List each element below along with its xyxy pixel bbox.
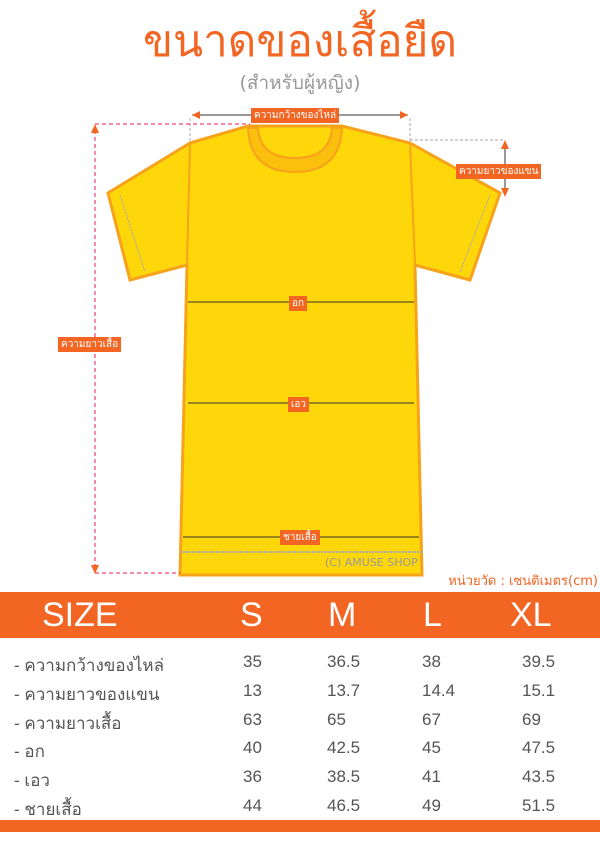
label-shirt-length: ความยาวเสื้อ <box>58 337 122 352</box>
row-value: 42.5 <box>327 738 361 758</box>
header-size: SIZE <box>42 596 118 634</box>
row-value: 36 <box>243 767 262 787</box>
unit-label: หน่วยวัด : เซนติเมตร(cm) <box>448 574 598 589</box>
row-value: 51.5 <box>522 796 556 815</box>
row-value: 13 <box>243 680 262 700</box>
row-label: - ความยาวเสื้อ <box>14 713 122 733</box>
row-value: 47.5 <box>522 738 556 758</box>
row-value: 39.5 <box>522 652 556 671</box>
table-row: - ชายเสื้อ 44 46.5 49 51.5 <box>0 794 600 822</box>
table-row: - ความกว้างของไหล่ 35 36.5 38 39.5 <box>0 650 600 678</box>
row-value: 45 <box>422 738 441 758</box>
row-value: 69 <box>522 709 541 729</box>
row-value: 49 <box>422 796 441 815</box>
row-label: - ความยาวของแขน <box>14 684 160 704</box>
row-value: 67 <box>422 709 441 729</box>
label-sleeve-length: ความยาวของแขน <box>456 164 542 179</box>
row-value: 43.5 <box>522 767 556 787</box>
row-value: 36.5 <box>327 652 361 671</box>
row-label: - ชายเสื้อ <box>14 800 82 819</box>
row-label: - อก <box>14 742 45 762</box>
header-xl: XL <box>510 596 552 634</box>
row-value: 13.7 <box>327 680 361 700</box>
table-row: - อก 40 42.5 45 47.5 <box>0 736 600 764</box>
row-value: 63 <box>243 709 262 729</box>
tshirt-diagram <box>91 111 509 577</box>
row-value: 35 <box>243 652 262 671</box>
table-row: - ความยาวเสื้อ 63 65 67 69 <box>0 708 600 736</box>
label-hem: ชายเสื้อ <box>280 530 320 545</box>
header-l: L <box>423 596 442 634</box>
row-label: - ความกว้างของไหล่ <box>14 656 165 675</box>
tshirt-collar <box>246 127 344 174</box>
row-value: 40 <box>243 738 262 758</box>
row-value: 15.1 <box>522 680 556 700</box>
label-shoulder-width: ความกว้างของไหล่ <box>251 108 340 123</box>
row-label: - เอว <box>14 771 50 791</box>
row-value: 46.5 <box>327 796 361 815</box>
size-table-header: SIZE S M L XL <box>0 592 600 638</box>
header-m: M <box>328 596 357 634</box>
tshirt-shape <box>106 124 502 577</box>
table-row: - ความยาวของแขน 13 13.7 14.4 15.1 <box>0 679 600 707</box>
watermark: (C) AMUSE SHOP <box>325 556 418 569</box>
header-s: S <box>240 596 263 634</box>
row-value: 65 <box>327 709 346 729</box>
row-value: 14.4 <box>422 680 456 700</box>
page-subtitle: (สำหรับผู้หญิง) <box>239 72 361 94</box>
row-value: 44 <box>243 796 262 815</box>
row-value: 38 <box>422 652 441 671</box>
table-row: - เอว 36 38.5 41 43.5 <box>0 765 600 793</box>
footer-bar <box>0 820 600 832</box>
label-waist: เอว <box>288 397 310 412</box>
row-value: 38.5 <box>327 767 361 787</box>
page-title: ขนาดของเสื้อยืด <box>142 17 458 66</box>
row-value: 41 <box>422 767 441 787</box>
label-chest: อก <box>289 296 308 311</box>
